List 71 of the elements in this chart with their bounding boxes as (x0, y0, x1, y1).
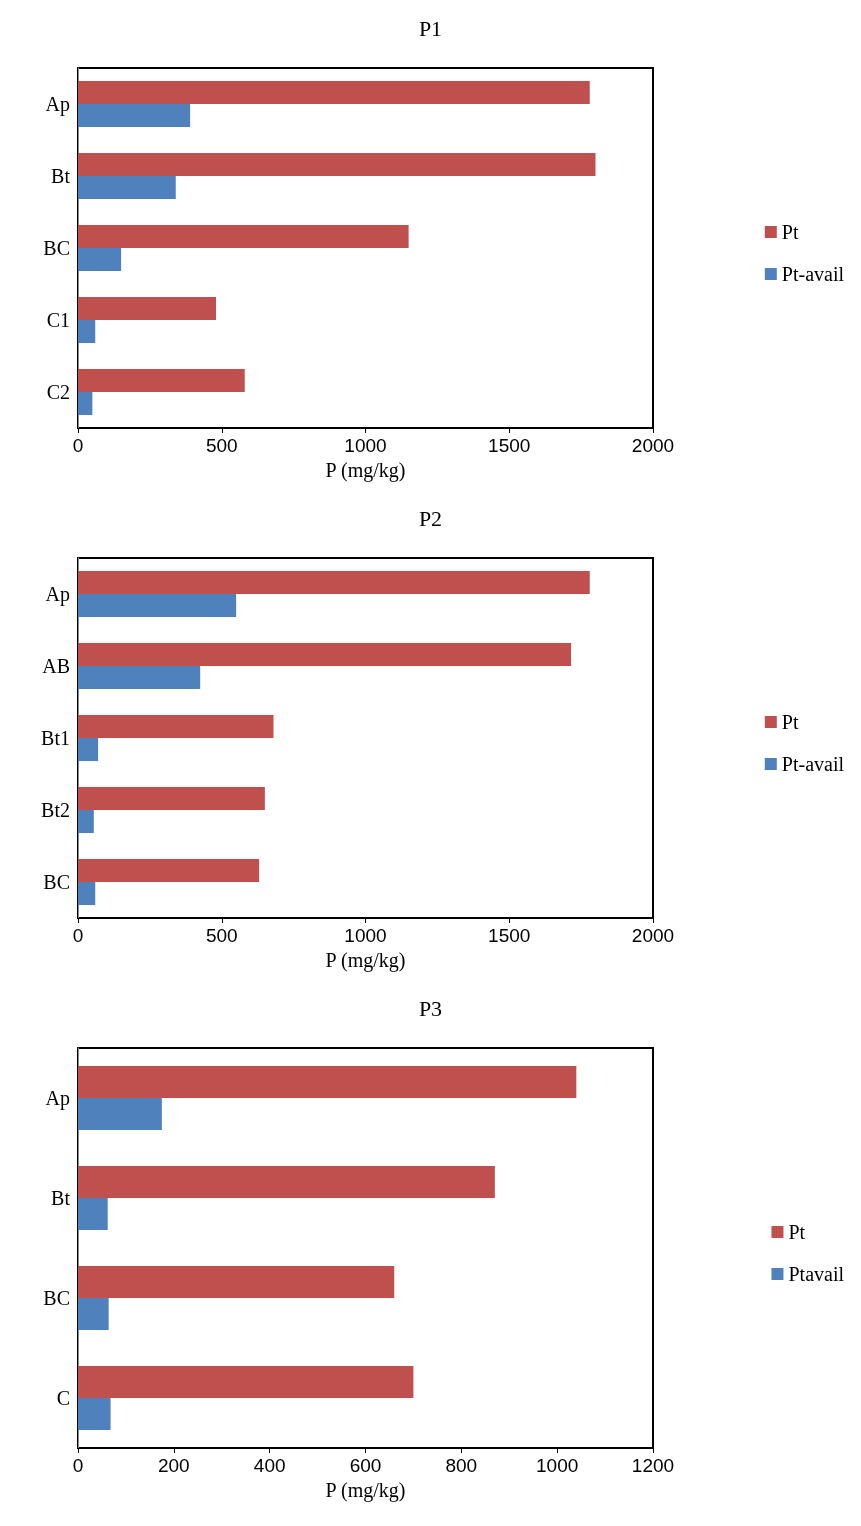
bar (78, 1098, 162, 1130)
bar (78, 248, 122, 272)
bar (78, 666, 201, 690)
y-tick-label: C2 (46, 381, 70, 403)
x-tick-label: 2000 (631, 925, 675, 946)
x-tick-label: 600 (349, 1455, 382, 1476)
legend-label: Pt (781, 221, 799, 243)
x-axis-title: P (mg/kg) (325, 949, 406, 972)
x-axis-title: P (mg/kg) (325, 459, 406, 482)
x-tick-label: 1000 (344, 925, 387, 946)
y-tick-label: BC (43, 237, 70, 259)
y-tick-label: Ap (45, 1087, 70, 1110)
y-tick-label: Ap (45, 583, 70, 606)
bar (78, 642, 572, 666)
bar (78, 594, 237, 618)
bar (78, 714, 274, 738)
x-tick-label: 0 (72, 925, 84, 946)
y-tick-label: BC (43, 871, 70, 893)
bar (78, 296, 216, 320)
bar (78, 1298, 109, 1330)
x-tick-label: 0 (72, 1455, 84, 1476)
legend-label: Pt (781, 711, 799, 733)
bar (78, 738, 99, 762)
bar (78, 1266, 395, 1298)
x-tick-label: 500 (205, 925, 238, 946)
bar (78, 858, 260, 882)
y-tick-label: Bt1 (41, 727, 70, 749)
y-tick-label: Ap (45, 93, 70, 116)
bar (78, 80, 590, 104)
chart-title: P3 (418, 995, 443, 1021)
bar (78, 224, 409, 248)
bar (78, 1398, 111, 1430)
x-tick-label: 1500 (488, 925, 531, 946)
legend-label: Pt-avail (781, 263, 845, 285)
y-tick-label: C1 (46, 309, 70, 331)
bar (78, 104, 191, 128)
bar (78, 320, 96, 344)
x-tick-label: 0 (72, 435, 84, 456)
y-tick-label: AB (42, 655, 70, 677)
x-tick-label: 800 (445, 1455, 478, 1476)
bar (78, 152, 596, 176)
y-tick-label: Bt2 (41, 799, 70, 821)
x-tick-label: 1500 (488, 435, 531, 456)
legend-label: Ptavail (788, 1263, 845, 1285)
bar (78, 810, 94, 834)
x-axis-title: P (mg/kg) (325, 1479, 406, 1502)
y-tick-label: C (56, 1387, 70, 1409)
legend-label: Pt (788, 1221, 806, 1243)
x-tick-label: 2000 (631, 435, 675, 456)
bar (78, 786, 265, 810)
x-tick-label: 1200 (631, 1455, 675, 1476)
chart-title: P2 (418, 505, 443, 531)
x-tick-label: 400 (253, 1455, 286, 1476)
bar (78, 1066, 577, 1098)
y-tick-label: BC (43, 1287, 70, 1309)
bar (78, 570, 590, 594)
chart-title: P1 (418, 15, 443, 41)
x-tick-label: 1000 (344, 435, 387, 456)
y-tick-label: Bt (51, 1187, 71, 1209)
x-tick-label: 1000 (536, 1455, 579, 1476)
bar (78, 1166, 495, 1198)
legend-label: Pt-avail (781, 753, 845, 775)
y-tick-label: Bt (51, 165, 71, 187)
x-tick-label: 200 (157, 1455, 190, 1476)
bar (78, 368, 245, 392)
bar (78, 1198, 108, 1230)
bar (78, 392, 93, 416)
bar (78, 176, 176, 200)
bar (78, 1366, 414, 1398)
x-tick-label: 500 (205, 435, 238, 456)
bar (78, 882, 96, 906)
